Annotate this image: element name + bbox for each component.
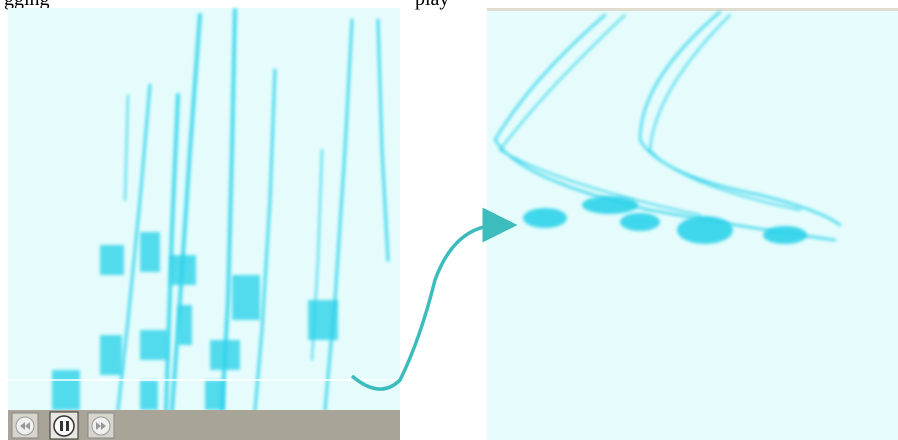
panel-edge (487, 8, 898, 11)
screenshot: gging play (0, 0, 898, 440)
figure (0, 0, 898, 440)
forward-button[interactable] (88, 413, 114, 438)
pause-button[interactable] (50, 412, 78, 439)
rewind-button[interactable] (12, 413, 38, 438)
